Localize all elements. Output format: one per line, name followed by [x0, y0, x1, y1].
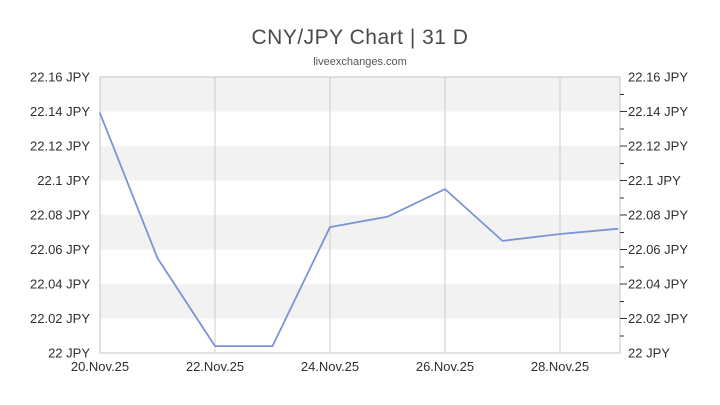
y-axis-label-left: 22.12 JPY: [30, 139, 90, 154]
y-axis-label-left: 22.08 JPY: [30, 208, 90, 223]
plot-band: [100, 249, 620, 284]
y-axis-label-right: 22.12 JPY: [628, 139, 688, 154]
plot-band: [100, 318, 620, 353]
y-axis-label-right: 22.04 JPY: [628, 277, 688, 292]
plot-band: [100, 215, 620, 250]
y-axis-label-right: 22.02 JPY: [628, 311, 688, 326]
x-axis-label: 28.Nov.25: [531, 359, 589, 374]
y-axis-label-left: 22.14 JPY: [30, 104, 90, 119]
x-axis-label: 20.Nov.25: [71, 359, 129, 374]
x-axis-label: 24.Nov.25: [301, 359, 359, 374]
y-axis-label-right: 22.16 JPY: [628, 70, 688, 85]
y-axis-label-left: 22.04 JPY: [30, 277, 90, 292]
y-axis-label-right: 22 JPY: [628, 346, 670, 361]
plot-band: [100, 146, 620, 181]
y-axis-label-right: 22.1 JPY: [628, 173, 681, 188]
chart-title: CNY/JPY Chart | 31 D: [251, 26, 469, 49]
y-axis-label-right: 22.08 JPY: [628, 208, 688, 223]
x-axis-label: 22.Nov.25: [186, 359, 244, 374]
y-axis-label-left: 22.06 JPY: [30, 242, 90, 257]
plot-band: [100, 111, 620, 146]
y-axis-label-right: 22.14 JPY: [628, 104, 688, 119]
price-line-series: [99, 112, 619, 348]
chart-subtitle: liveexchanges.com: [313, 56, 407, 68]
y-axis-label-left: 22 JPY: [48, 346, 90, 361]
y-axis-label-left: 22.16 JPY: [30, 70, 90, 85]
x-axis-label: 26.Nov.25: [416, 359, 474, 374]
y-axis-label-left: 22.1 JPY: [37, 173, 90, 188]
plot-band: [100, 77, 620, 112]
y-axis-label-right: 22.06 JPY: [628, 242, 688, 257]
plot-band: [100, 180, 620, 215]
y-axis-label-left: 22.02 JPY: [30, 311, 90, 326]
